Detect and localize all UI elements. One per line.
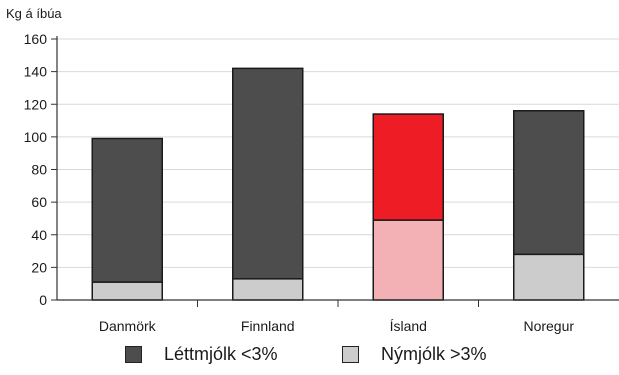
bar-finnland-series-0: [232, 278, 304, 301]
x-tick-label-2: Ísland: [390, 318, 427, 334]
legend-swatch-lettmjolk: [125, 346, 142, 363]
legend-label-nymjolk: Nýmjólk >3%: [381, 344, 487, 364]
y-tick-label-80: 80: [31, 162, 47, 178]
axes: [51, 36, 619, 307]
bar-ísland-series-1: [372, 113, 444, 221]
y-tick-label-120: 120: [24, 96, 48, 112]
legend-label-lettmjolk: Léttmjólk <3%: [164, 344, 278, 364]
x-tick-label-1: Finnland: [241, 318, 295, 334]
y-tick-label-20: 20: [31, 259, 47, 275]
bar-noregur-series-0: [513, 253, 585, 301]
y-tick-label-60: 60: [31, 194, 47, 210]
y-tick-label-0: 0: [39, 292, 47, 308]
bar-finnland-series-1: [232, 67, 304, 280]
legend-item-lettmjolk: Léttmjólk <3%: [125, 344, 278, 365]
x-tick-label-0: Danmörk: [99, 318, 157, 334]
y-tick-labels: 0 20 40 60 80 100 120 140 160: [24, 31, 48, 308]
y-tick-label-160: 160: [24, 31, 48, 47]
bar-noregur-series-1: [513, 110, 585, 256]
bar-danmörk-series-1: [91, 137, 163, 283]
y-tick-label-100: 100: [24, 129, 48, 145]
y-tick-label-140: 140: [24, 64, 48, 80]
y-axis-title: Kg á íbúa: [6, 6, 62, 21]
bar-danmörk-series-0: [91, 281, 163, 301]
legend-swatch-nymjolk: [342, 346, 359, 363]
legend: Léttmjólk <3% Nýmjólk >3%: [0, 344, 619, 372]
x-tick-label-3: Noregur: [523, 318, 574, 334]
bars: [91, 67, 585, 301]
x-tick-labels: Danmörk Finnland Ísland Noregur: [99, 318, 575, 334]
bar-ísland-series-0: [372, 219, 444, 301]
legend-item-nymjolk: Nýmjólk >3%: [342, 344, 487, 365]
y-tick-label-40: 40: [31, 227, 47, 243]
